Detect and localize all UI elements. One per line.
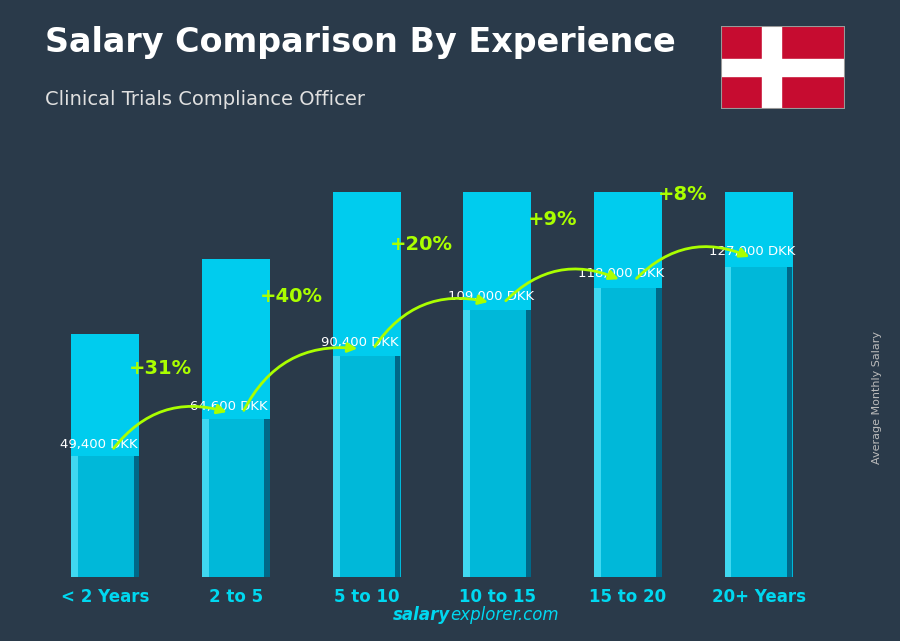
Bar bbox=[464, 40, 531, 310]
Text: +31%: +31% bbox=[129, 358, 192, 378]
Bar bbox=[464, 306, 531, 577]
Bar bbox=[724, 0, 793, 267]
Bar bbox=[202, 417, 209, 577]
Bar bbox=[762, 26, 781, 109]
Bar bbox=[333, 353, 339, 577]
Bar bbox=[333, 353, 400, 577]
Bar bbox=[202, 417, 270, 577]
Bar bbox=[656, 284, 662, 577]
Text: 90,400 DKK: 90,400 DKK bbox=[321, 336, 399, 349]
Bar bbox=[787, 262, 792, 577]
Text: Salary Comparison By Experience: Salary Comparison By Experience bbox=[45, 26, 676, 58]
Bar bbox=[724, 262, 793, 577]
Bar bbox=[724, 262, 732, 577]
Text: explorer.com: explorer.com bbox=[450, 606, 559, 624]
Text: +20%: +20% bbox=[390, 235, 453, 254]
Bar bbox=[594, 0, 662, 288]
Bar bbox=[464, 306, 470, 577]
Bar bbox=[721, 59, 845, 76]
Bar bbox=[71, 333, 140, 456]
Text: Average Monthly Salary: Average Monthly Salary bbox=[872, 331, 883, 464]
Text: 109,000 DKK: 109,000 DKK bbox=[447, 290, 534, 303]
Text: +9%: +9% bbox=[527, 210, 577, 229]
Bar bbox=[265, 417, 270, 577]
Text: salary: salary bbox=[392, 606, 450, 624]
Bar bbox=[202, 259, 270, 419]
Text: 118,000 DKK: 118,000 DKK bbox=[579, 267, 664, 280]
Text: 49,400 DKK: 49,400 DKK bbox=[59, 438, 138, 451]
Bar bbox=[71, 454, 78, 577]
Bar bbox=[71, 454, 140, 577]
Text: 127,000 DKK: 127,000 DKK bbox=[709, 245, 796, 258]
Text: +40%: +40% bbox=[259, 287, 322, 306]
Text: Clinical Trials Compliance Officer: Clinical Trials Compliance Officer bbox=[45, 90, 365, 109]
Text: 64,600 DKK: 64,600 DKK bbox=[190, 400, 268, 413]
Bar bbox=[333, 131, 400, 356]
Bar bbox=[526, 306, 531, 577]
Bar bbox=[395, 353, 400, 577]
Text: +8%: +8% bbox=[658, 185, 707, 204]
Bar bbox=[133, 454, 139, 577]
Bar bbox=[594, 284, 662, 577]
Bar bbox=[594, 284, 601, 577]
